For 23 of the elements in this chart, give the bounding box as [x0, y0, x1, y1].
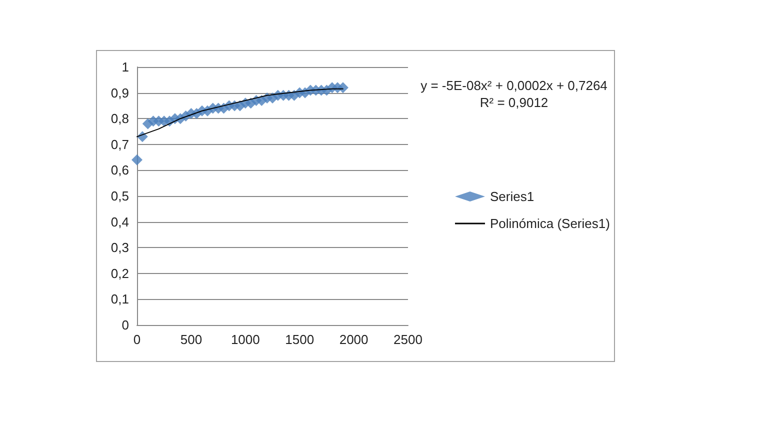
y-tick-label: 0,1	[110, 292, 129, 307]
y-tick-label: 0,2	[110, 266, 129, 281]
y-tick-label: 0,9	[110, 85, 129, 100]
legend-label: Series1	[490, 189, 534, 204]
x-tick-label: 2000	[339, 332, 368, 347]
y-tick-label: 0	[122, 318, 129, 332]
legend-label: Polinómica (Series1)	[490, 216, 610, 231]
y-tick-label: 0,4	[110, 214, 129, 230]
y-tick-label: 0,7	[110, 136, 129, 152]
x-tick-label: 1000	[230, 332, 260, 347]
y-tick-label: 0,3	[110, 240, 129, 256]
x-tick-label: 2500	[394, 332, 422, 347]
y-tick-label: 0,6	[110, 162, 129, 178]
y-tick-label: 1	[122, 60, 129, 74]
text: R² = 0,9012	[480, 95, 548, 110]
x-tick-label: 500	[180, 332, 202, 347]
point	[132, 154, 142, 166]
x-tick-label: 1500	[285, 332, 314, 347]
point	[337, 82, 348, 94]
y-tick-label: 0,5	[110, 188, 129, 204]
text: y = -5E-08x² + 0,0002x + 0,7264	[420, 78, 608, 93]
y-tick-label: 0,8	[110, 111, 129, 126]
x-tick-label: 0	[133, 332, 141, 347]
